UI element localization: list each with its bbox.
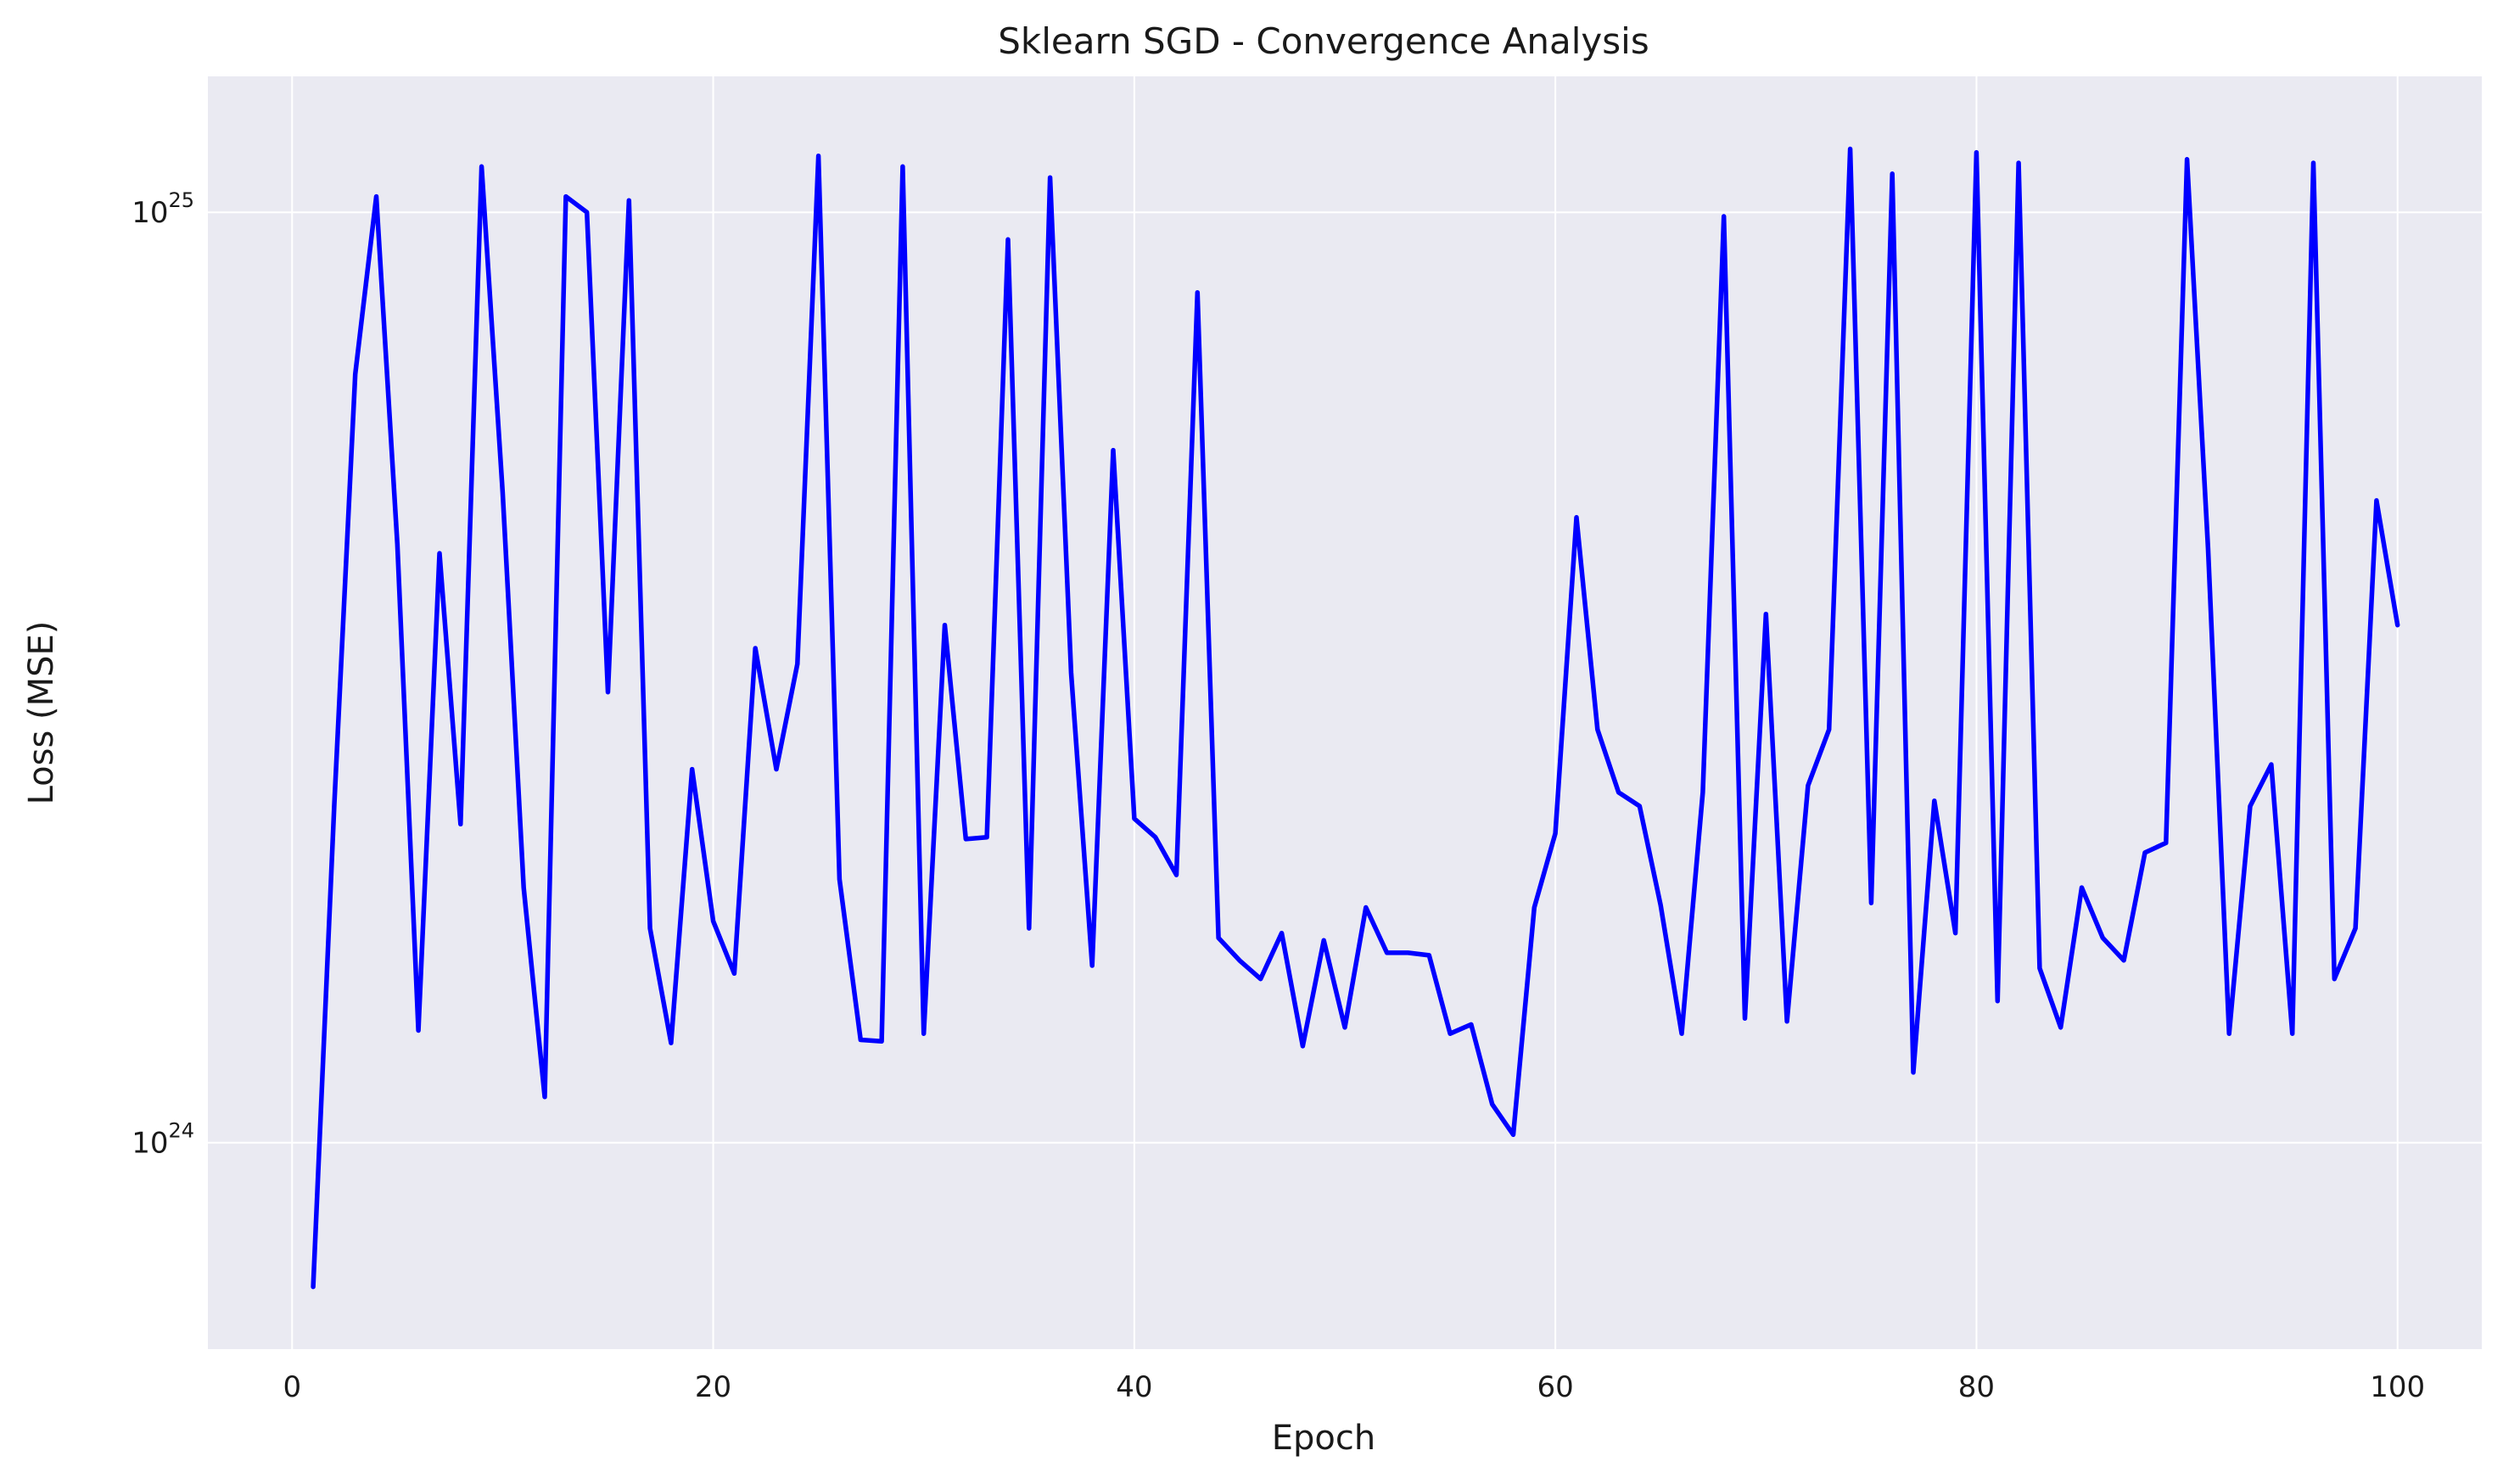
x-tick-label: 40	[1116, 1370, 1152, 1404]
x-tick-label: 20	[695, 1370, 731, 1404]
x-axis-label: Epoch	[1272, 1419, 1375, 1458]
plot-background	[208, 76, 2482, 1349]
y-tick-label: 1025	[132, 188, 194, 230]
chart-title: Sklearn SGD - Convergence Analysis	[998, 20, 1649, 62]
y-tick-label: 1024	[132, 1119, 194, 1161]
series-line	[311, 146, 2400, 1290]
y-axis-label: Loss (MSE)	[22, 621, 61, 805]
x-tick-label: 100	[2370, 1370, 2425, 1404]
x-axis-ticks: 0 20 40 60 80 100	[283, 1370, 2425, 1404]
x-tick-label: 80	[1958, 1370, 1995, 1404]
x-tick-label: 0	[283, 1370, 301, 1404]
grid-lines	[208, 76, 2482, 1349]
x-tick-label: 60	[1537, 1370, 1574, 1404]
y-axis-ticks: 1024 1025	[132, 188, 194, 1161]
series-layer	[311, 146, 2400, 1290]
